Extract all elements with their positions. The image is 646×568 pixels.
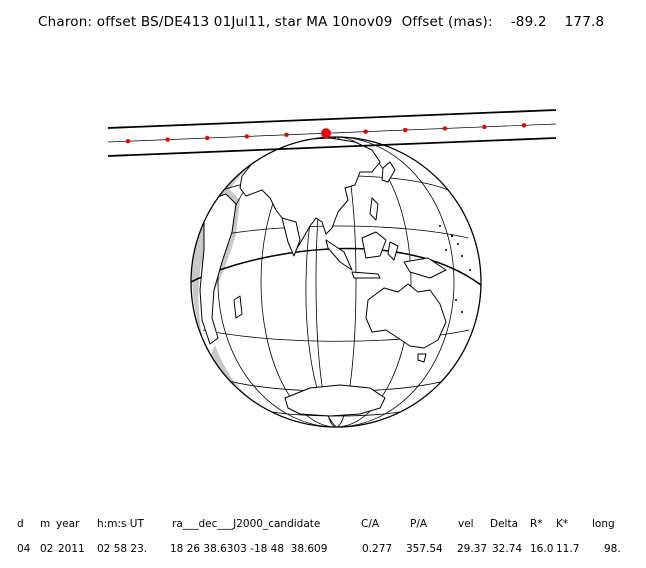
philippines — [369, 197, 379, 221]
header-time: h:m:s UT — [97, 518, 144, 530]
madagascar — [233, 295, 243, 319]
value-rstar: 16.0 — [530, 543, 554, 555]
africa — [199, 193, 237, 345]
sulawesi — [387, 241, 399, 261]
occultation-map — [107, 109, 557, 428]
track-dot — [165, 137, 170, 142]
track-dot — [205, 135, 210, 141]
globe-limb — [190, 136, 482, 428]
japan — [381, 161, 396, 183]
value-long: 98. — [604, 543, 621, 555]
islands — [439, 225, 471, 313]
value-kstar: 11.7 — [556, 543, 580, 555]
borneo — [361, 231, 387, 259]
header-year: year — [56, 518, 80, 530]
sumatra — [325, 239, 353, 271]
new-guinea — [403, 257, 447, 279]
value-pa: 357.54 — [406, 543, 443, 555]
plot-title: Charon: offset BS/DE413 01Jul11, star MA… — [38, 14, 605, 30]
track-dot — [125, 139, 131, 144]
value-delta: 32.74 — [492, 543, 523, 555]
shadow-track — [107, 109, 557, 157]
value-ca: 0.277 — [362, 543, 393, 555]
java — [351, 271, 381, 279]
track-dot-closest-approach — [321, 128, 331, 139]
header-long: long — [592, 518, 615, 530]
header-month: m — [40, 518, 51, 530]
value-month: 02 — [40, 543, 54, 555]
header-day: d — [17, 518, 24, 530]
globe — [190, 136, 482, 428]
track-dot — [482, 124, 487, 130]
value-day: 04 — [17, 543, 31, 555]
track-north-limit — [107, 109, 557, 129]
track-dot — [521, 123, 527, 128]
india — [281, 217, 301, 257]
header-ca: C/A — [361, 518, 380, 530]
asia — [239, 137, 381, 251]
track-dot — [284, 132, 289, 137]
track-dot — [403, 127, 408, 133]
value-time: 02 58 23. — [97, 543, 148, 555]
coastlines — [199, 137, 447, 417]
track-dot — [363, 129, 368, 134]
header-rstar: R* — [530, 518, 543, 530]
antarctica — [284, 384, 386, 417]
track-south-limit — [107, 137, 557, 157]
value-year: 2011 — [58, 543, 85, 555]
value-radec: 18 26 38.6303 -18 48 38.609 — [170, 543, 328, 555]
header-kstar: K* — [556, 518, 569, 530]
tasmania — [417, 353, 427, 363]
track-dot — [442, 126, 447, 131]
track-centerline — [107, 123, 557, 143]
track-dots — [125, 123, 527, 144]
header-delta: Delta — [490, 518, 519, 530]
header-pa: P/A — [410, 518, 428, 530]
globe-disk — [191, 137, 481, 427]
australia — [365, 283, 447, 349]
track-dot — [244, 134, 249, 139]
header-radec: ra___dec___J2000_candidate — [172, 518, 321, 530]
value-vel: 29.37 — [457, 543, 488, 555]
header-vel: vel — [458, 518, 474, 530]
